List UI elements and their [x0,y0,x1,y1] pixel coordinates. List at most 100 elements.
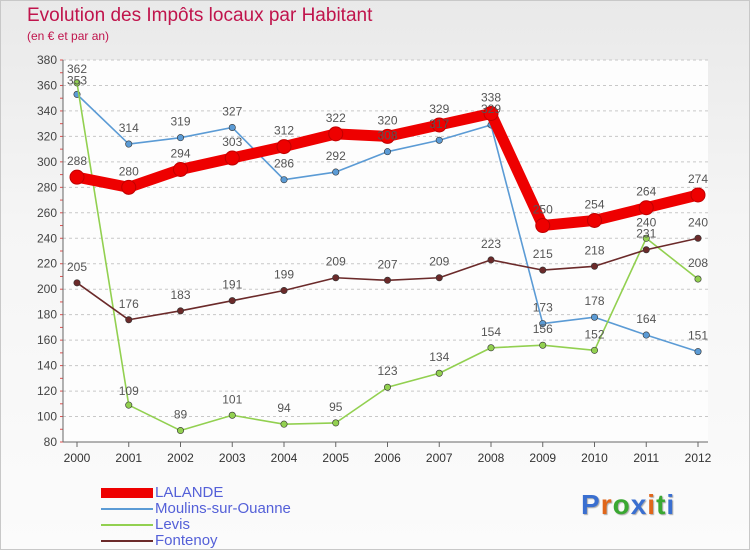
legend-swatch [101,524,153,526]
x-tick-label: 2001 [115,451,142,465]
y-tick-label: 360 [37,78,57,92]
data-label: 308 [377,129,397,143]
proxiti-logo: Proxiti [581,489,676,520]
data-point [638,200,654,216]
data-label: 154 [481,325,501,339]
data-point [435,274,443,282]
data-point [280,176,288,184]
data-point [590,313,598,321]
data-point [125,401,133,409]
data-point [276,139,292,155]
data-point [587,212,602,228]
data-label: 240 [636,215,656,229]
x-tick-label: 2000 [64,451,91,465]
data-point [69,169,85,185]
data-point [73,79,81,87]
data-point [487,344,495,352]
data-label: 94 [277,401,291,415]
data-point [590,262,598,270]
data-point [228,297,236,305]
legend-item-fontenoy: Fontenoy [101,533,291,549]
y-tick-label: 100 [37,410,57,424]
data-label: 151 [688,329,708,343]
y-tick-label: 120 [37,384,57,398]
data-label: 178 [584,294,604,308]
data-label: 288 [67,154,87,168]
y-tick-label: 240 [37,231,57,245]
data-point [487,256,495,264]
data-label: 123 [377,364,397,378]
data-point [380,128,395,144]
data-label: 183 [170,288,190,302]
x-tick-label: 2010 [581,451,608,465]
data-label: 280 [119,164,139,178]
data-point [535,218,551,234]
legend-item-levis: Levis [101,517,291,533]
data-point [125,140,133,148]
legend-label: Moulins-sur-Ouanne [155,500,291,517]
x-tick-label: 2008 [478,451,505,465]
data-label: 152 [584,327,604,341]
chart-subtitle: (en € et par an) [27,29,110,43]
data-label: 292 [326,149,346,163]
data-label: 199 [274,267,294,281]
data-label: 338 [481,90,501,104]
y-tick-label: 80 [44,435,58,449]
y-tick-label: 320 [37,129,57,143]
data-label: 95 [329,400,343,414]
x-tick-label: 2003 [219,451,246,465]
data-point [73,279,81,287]
chart-legend: LALANDE Moulins-sur-Ouanne Levis Fontenoy [101,485,291,549]
y-tick-label: 380 [37,53,57,67]
y-tick-label: 220 [37,257,57,271]
data-point [177,307,185,315]
x-tick-label: 2005 [322,451,349,465]
data-label: 329 [429,102,449,116]
data-label: 164 [636,312,656,326]
data-label: 274 [688,172,708,186]
data-label: 156 [533,322,553,336]
data-label: 254 [584,197,604,211]
data-label: 209 [429,255,449,269]
data-point [383,383,391,391]
data-point [539,320,547,328]
data-label: 319 [170,115,190,129]
data-label: 314 [119,121,139,135]
data-point [383,276,391,284]
x-tick-label: 2007 [426,451,453,465]
x-tick-label: 2011 [633,451,659,465]
y-tick-label: 160 [37,333,57,347]
data-point [642,246,650,254]
legend-swatch [101,540,153,542]
data-point [694,275,702,283]
data-point [694,234,702,242]
legend-item-lalande: LALANDE [101,485,291,501]
data-label: 231 [636,227,656,241]
data-label: 109 [119,384,139,398]
data-point [280,420,288,428]
x-tick-label: 2006 [374,451,401,465]
y-tick-label: 300 [37,155,57,169]
data-label: 209 [326,255,346,269]
data-point [694,348,702,356]
legend-label: Fontenoy [155,532,218,549]
data-point [690,187,706,203]
data-label: 240 [688,215,708,229]
data-label: 286 [274,157,294,171]
data-label: 294 [170,147,190,161]
data-label: 327 [222,104,242,118]
data-label: 362 [67,62,87,76]
x-tick-label: 2012 [685,451,712,465]
y-tick-label: 260 [37,206,57,220]
legend-swatch [101,508,153,510]
data-point [332,168,340,176]
legend-label: LALANDE [155,484,224,501]
data-label: 208 [688,256,708,270]
data-point [177,134,185,142]
y-tick-label: 340 [37,104,57,118]
data-label: 322 [326,111,346,125]
data-point [431,117,447,133]
data-point [642,234,650,242]
chart-title: Evolution des Impôts locaux par Habitant [27,5,373,26]
y-tick-label: 140 [37,359,57,373]
